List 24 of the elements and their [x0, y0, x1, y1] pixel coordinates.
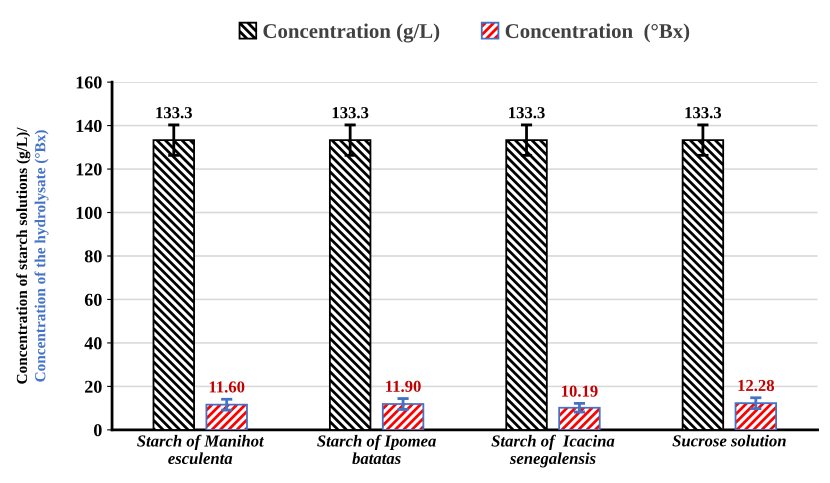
y-tick-label: 100 — [76, 206, 102, 219]
y-tick-label: 80 — [84, 250, 102, 262]
x-tick-label: Starch of Manihot esculenta — [137, 434, 264, 464]
data-label: 133.3 — [332, 107, 368, 118]
y-tick-label: 0 — [94, 424, 102, 436]
data-label: 11.60 — [210, 381, 244, 393]
y-tick-label: 60 — [84, 294, 102, 306]
x-tick-label: Sucrose solution — [672, 434, 786, 446]
data-label: 11.90 — [386, 380, 421, 392]
x-tick-label: Starch of Ipomea batatas — [317, 434, 436, 464]
y-axis-title: Concentration of starch solutions (g/L)/ Concentration of the hydrolysate (°Bx) — [16, 127, 49, 384]
y-tick-label: 40 — [84, 337, 102, 350]
y-tick-label: 20 — [85, 380, 102, 393]
data-label: 133.3 — [156, 107, 192, 118]
data-label: 133.3 — [685, 107, 722, 118]
y-tick-label: 140 — [76, 120, 102, 132]
data-label: 12.28 — [738, 380, 774, 392]
y-tick-label: 160 — [76, 76, 102, 89]
x-tick-label: Starch of Icacina senegalensis — [491, 434, 614, 468]
y-tick-label: 120 — [76, 163, 102, 176]
data-label: 133.3 — [509, 107, 545, 118]
legend-label: Concentration (g/L) — [263, 23, 440, 42]
data-label: 10.19 — [562, 385, 598, 397]
legend-label: Concentration (°Bx) — [506, 23, 690, 42]
